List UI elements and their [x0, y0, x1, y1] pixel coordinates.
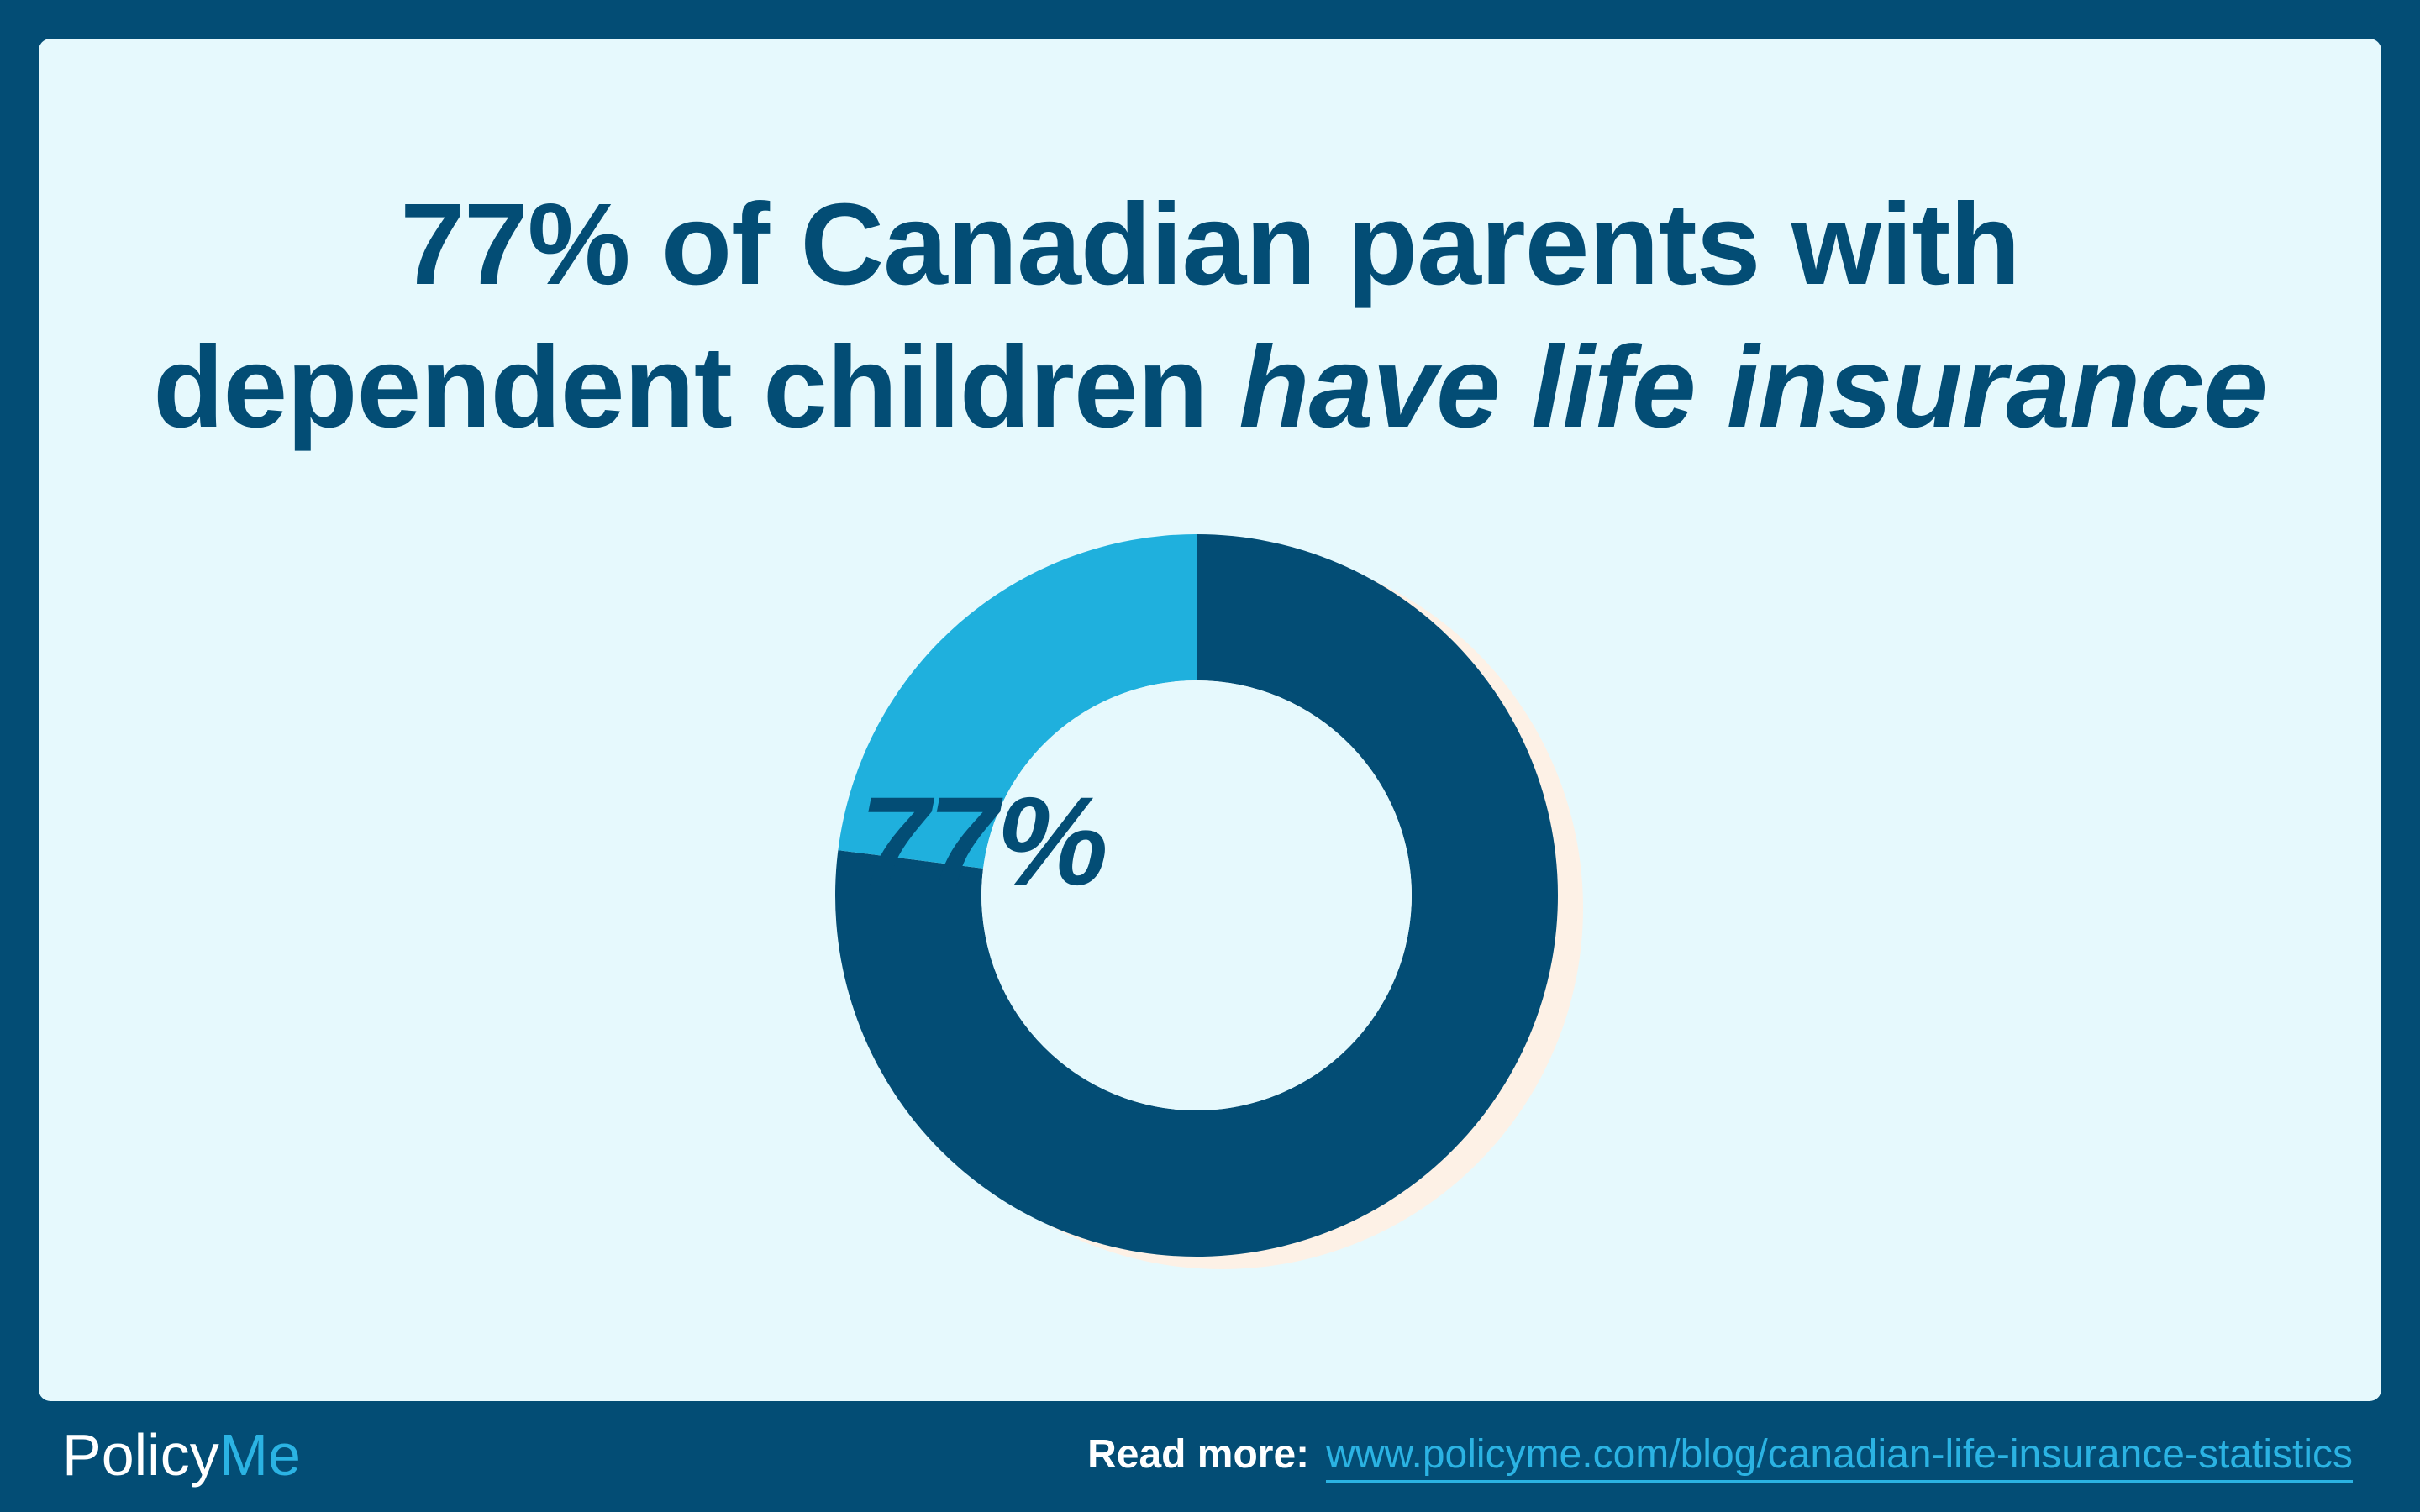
title-line-2: dependent children have life insurance [39, 316, 2381, 459]
title-line-2-text: dependent children [153, 323, 1239, 452]
policyme-logo[interactable]: PolicyMe [62, 1417, 301, 1493]
read-more-label: Read more: [1087, 1432, 1310, 1477]
infographic-card: 77% of Canadian parents with dependent c… [39, 39, 2381, 1401]
read-more-link[interactable]: www.policyme.com/blog/canadian-life-insu… [1326, 1432, 2353, 1483]
donut-slice-0 [834, 534, 1559, 1257]
logo-me-text: Me [218, 1422, 301, 1488]
donut-center-value: 77% [859, 770, 1108, 911]
donut-slice-1 [838, 534, 1197, 869]
logo-policy-text: Policy [62, 1422, 219, 1488]
donut-chart [834, 534, 1583, 1269]
title-emphasis: have life insurance [1239, 323, 2268, 452]
donut-hole [981, 680, 1412, 1110]
title-line-1: 77% of Canadian parents with [400, 180, 2020, 309]
read-more: Read more: www.policyme.com/blog/canadian… [1087, 1425, 2353, 1484]
chart-title: 77% of Canadian parents with dependent c… [39, 173, 2381, 459]
